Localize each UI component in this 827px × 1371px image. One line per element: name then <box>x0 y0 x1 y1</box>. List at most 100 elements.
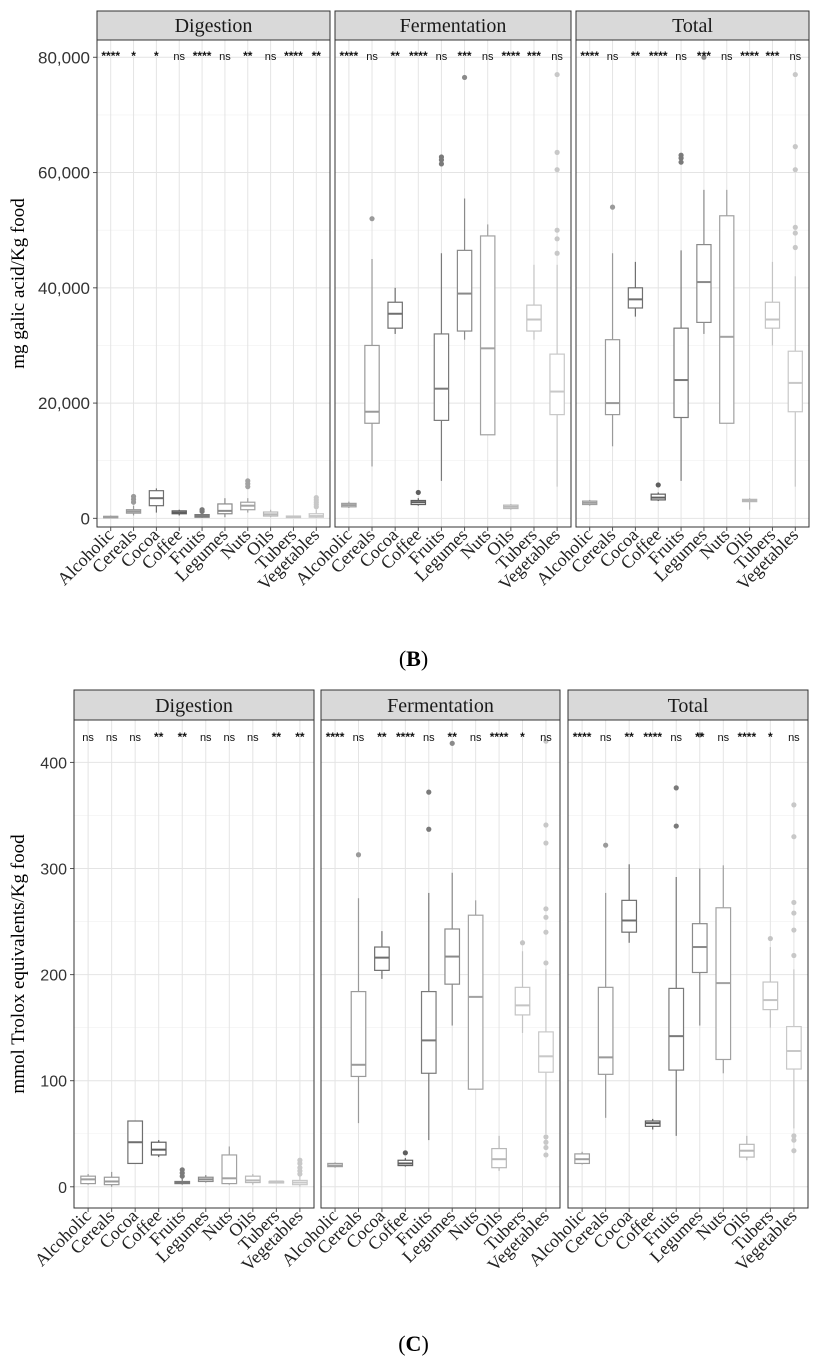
significance-label: ns <box>717 732 729 744</box>
caption-b-letter: B <box>406 646 421 671</box>
box-coffee <box>397 1150 414 1167</box>
box-outlier <box>199 507 205 513</box>
facet-title: Digestion <box>155 695 233 717</box>
box-outlier <box>792 144 798 150</box>
significance-label: *** <box>458 49 472 63</box>
significance-label: ns <box>106 732 118 744</box>
box-outlier <box>791 952 797 959</box>
box-coffee <box>150 1140 167 1158</box>
box-outlier <box>791 927 797 933</box>
box-outlier <box>791 802 797 808</box>
significance-label: *** <box>765 49 779 63</box>
significance-label: **** <box>193 49 212 63</box>
box-outlier <box>655 482 661 488</box>
box-coffee <box>650 482 666 502</box>
significance-label: ** <box>312 49 322 63</box>
box-outlier <box>438 154 445 160</box>
significance-label: ns <box>482 51 494 63</box>
facet-fermentation: Fermentation**** ns ** **** ns ** ns **** * nsAlc… <box>278 689 561 1275</box>
facet-fermentation: Fermentation**** ns ** **** ns *** ns **** *** ns… <box>291 10 572 594</box>
box-legumes <box>444 740 461 1026</box>
box-outlier <box>402 1150 408 1156</box>
plot-background <box>321 720 560 1208</box>
significance-label: ns <box>423 732 435 744</box>
box-iqr <box>691 923 708 974</box>
significance-label: ns <box>129 732 141 744</box>
chart-c: mmol Trolox equivalents/Kg food 0 100 200 30… <box>8 689 809 1275</box>
box-outlier <box>701 54 707 60</box>
box-coffee <box>410 489 427 506</box>
facet-total: Total**** ns ** **** ns ** ns **** * nsAlcoholicC… <box>525 689 809 1275</box>
y-tick-label: 20,000 <box>38 394 90 413</box>
box-legumes <box>456 74 473 340</box>
box-outlier <box>554 250 560 256</box>
box-legumes <box>696 54 712 334</box>
box-outlier <box>791 1137 797 1143</box>
significance-label: ns <box>551 51 563 63</box>
box-outlier <box>767 935 773 942</box>
box-oils <box>262 509 279 518</box>
box-iqr <box>604 339 621 416</box>
significance-label: ** <box>695 730 705 744</box>
box-outlier <box>603 842 609 848</box>
box-cocoa <box>387 287 403 334</box>
box-tubers <box>762 935 779 1028</box>
box-cereals <box>350 852 367 1124</box>
box-outlier <box>543 906 549 912</box>
box-iqr <box>217 503 233 515</box>
box-nuts <box>221 1146 238 1185</box>
facet-strip <box>575 10 810 41</box>
significance-label: ns <box>788 732 800 744</box>
significance-label: ** <box>272 730 282 744</box>
significance-label: ** <box>178 730 188 744</box>
significance-label: ** <box>295 730 305 744</box>
box-iqr <box>549 353 565 416</box>
panel-border <box>575 39 810 528</box>
panel-border <box>334 39 572 528</box>
box-outlier <box>297 1157 303 1163</box>
significance-label: * <box>131 49 136 63</box>
significance-label: ns <box>366 51 378 63</box>
facet-strip <box>567 689 809 721</box>
box-iqr <box>374 946 390 971</box>
facet-title: Total <box>668 695 709 717</box>
box-outlier <box>543 822 549 828</box>
facet-total: Total**** ns ** **** ns *** ns **** *** nsAlcohol… <box>532 10 810 594</box>
box-coffee <box>644 1118 661 1130</box>
box-outlier <box>678 152 684 158</box>
box-outlier <box>673 785 679 791</box>
facet-title: Fermentation <box>387 695 494 717</box>
facet-strip <box>73 689 315 721</box>
panel-border <box>567 719 809 1209</box>
box-outlier <box>554 227 560 233</box>
box-outlier <box>543 1134 549 1140</box>
box-iqr <box>762 981 779 1011</box>
plot-background <box>74 720 314 1208</box>
facet-digestion: Digestion**** * * ns **** ns ** ns **** **Alcohol… <box>53 10 331 594</box>
significance-label: **** <box>501 49 520 63</box>
significance-label: ns <box>540 732 552 744</box>
box-cereals <box>125 493 142 516</box>
significance-label: **** <box>649 49 668 63</box>
box-outlier <box>426 789 432 795</box>
box-outlier <box>673 823 679 829</box>
significance-label: **** <box>101 49 120 63</box>
box-alcoholic <box>574 1151 591 1165</box>
box-vegetables <box>785 802 802 1154</box>
y-tick-label: 300 <box>40 862 67 879</box>
significance-label: **** <box>409 49 428 63</box>
box-outlier <box>313 495 319 501</box>
box-outlier <box>678 159 684 165</box>
box-cereals <box>103 1171 120 1187</box>
y-tick-label: 100 <box>40 1074 67 1091</box>
box-outlier <box>519 940 526 946</box>
significance-label: * <box>520 730 525 744</box>
box-iqr <box>764 301 781 329</box>
significance-label: **** <box>340 49 359 63</box>
box-fruits <box>433 154 450 481</box>
box-fruits <box>174 1167 191 1185</box>
box-outlier <box>543 914 549 920</box>
y-axis-label: mg galic acid/Kg food <box>8 198 29 369</box>
box-fruits <box>420 789 437 1141</box>
